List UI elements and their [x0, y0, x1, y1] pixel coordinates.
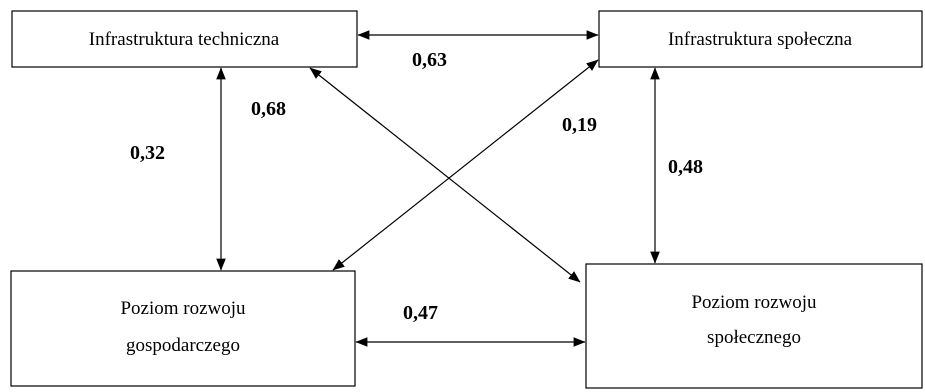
node-tech: Infrastruktura techniczna [11, 10, 358, 68]
node-econ-label-line2: gospodarczego [126, 335, 240, 356]
node-socdev: Poziom rozwoju społecznego [585, 263, 923, 389]
node-tech-label: Infrastruktura techniczna [89, 29, 280, 50]
edge-label-tech-econ: 0,32 [130, 142, 165, 164]
node-econ: Poziom rozwoju gospodarczego [10, 270, 356, 387]
edge-soc-econ [332, 59, 599, 271]
node-soc-label: Infrastruktura społeczna [668, 29, 853, 50]
node-soc: Infrastruktura społeczna [598, 10, 923, 68]
edge-label-tech-soc: 0,63 [412, 49, 447, 71]
node-socdev-label-line1: Poziom rozwoju [691, 292, 817, 313]
edge-label-econ-socdev: 0,47 [403, 302, 438, 324]
edge-tech-socdev [309, 67, 581, 283]
edge-label-soc-econ: 0,19 [562, 114, 597, 136]
edge-label-soc-socdev: 0,48 [668, 156, 703, 178]
node-econ-label-line1: Poziom rozwoju [120, 298, 246, 319]
edge-label-tech-socdev: 0,68 [251, 98, 286, 120]
node-socdev-label-line2: społecznego [707, 327, 801, 348]
